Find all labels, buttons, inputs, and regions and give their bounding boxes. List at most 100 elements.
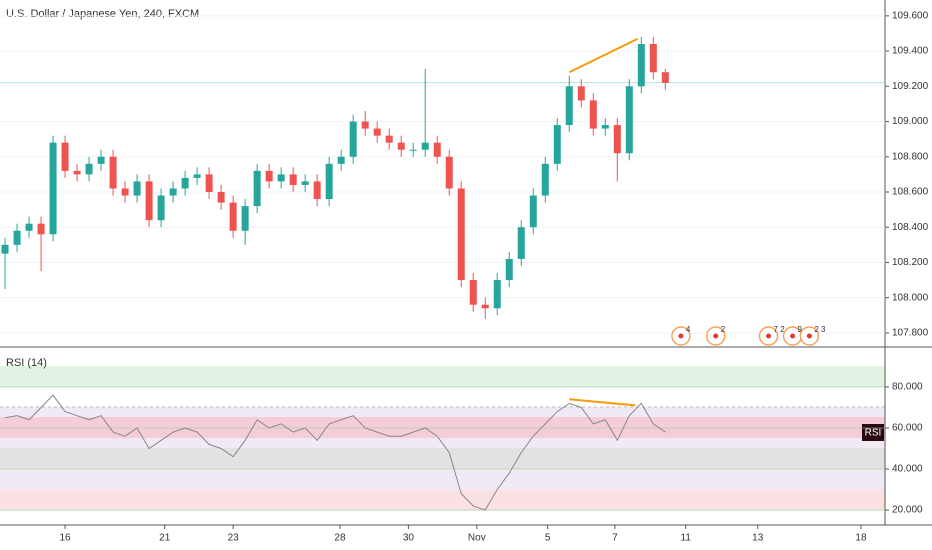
candle-body (529, 195, 537, 228)
candle-body (397, 142, 405, 150)
x-tick-label: 21 (159, 533, 171, 544)
candle-body (637, 44, 645, 87)
event-dot (766, 333, 772, 339)
candle-body (373, 128, 381, 136)
candle-body (493, 280, 501, 309)
rsi-band (0, 417, 885, 438)
rsi-band (0, 490, 885, 510)
candle-body (517, 227, 525, 259)
candle-body (169, 188, 177, 196)
candle-body (133, 181, 141, 196)
candle-body (25, 223, 33, 231)
y-tick-label: 108.000 (892, 292, 929, 303)
candle-body (229, 202, 237, 231)
candle-body (385, 135, 393, 143)
candle-body (121, 188, 129, 196)
x-tick-label: 30 (403, 533, 415, 544)
y-tick-label: 109.400 (892, 46, 929, 57)
rsi-line (4, 394, 666, 511)
candle-body (265, 170, 273, 182)
event-dot (790, 333, 796, 339)
x-tick-label: 16 (60, 533, 72, 544)
candle-body (565, 86, 573, 126)
event-count: 2 3 (814, 325, 826, 334)
candle-body (601, 125, 609, 129)
y-tick-label: 108.600 (892, 187, 929, 198)
candle-body (181, 177, 189, 189)
candle-body (445, 156, 453, 189)
rsi-title: RSI (14) (6, 357, 47, 369)
candle-body (61, 142, 69, 171)
candle-body (649, 44, 657, 73)
event-count: 7 2 (774, 325, 786, 334)
event-dot (678, 333, 684, 339)
trendline (568, 37, 639, 74)
event-dot (806, 333, 812, 339)
candle-body (469, 280, 477, 305)
candle-body (349, 121, 357, 157)
candle-body (457, 188, 465, 281)
candle-body (361, 121, 369, 129)
event-count: 4 (686, 325, 691, 334)
rsi-trendline (569, 398, 636, 407)
event-count: 2 (721, 325, 726, 334)
y-tick-label: 109.600 (892, 10, 929, 21)
y-tick-label: 108.800 (892, 151, 929, 162)
candle-body (613, 125, 621, 154)
rsi-badge: RSI (865, 428, 882, 439)
x-tick-label: Nov (468, 533, 486, 544)
candle-body (85, 163, 93, 175)
event-dot (713, 333, 719, 339)
candle-body (217, 191, 225, 203)
candle-body (241, 206, 249, 231)
x-tick-label: 28 (334, 533, 346, 544)
rsi-tick-label: 20.000 (892, 505, 923, 516)
candle-body (505, 258, 513, 281)
rsi-tick-label: 80.000 (892, 382, 923, 393)
candle-body (97, 156, 105, 164)
candle-body (193, 174, 201, 178)
candle-body (289, 174, 297, 185)
candle-body (49, 142, 57, 235)
y-tick-label: 109.000 (892, 116, 929, 127)
candle-body (421, 142, 429, 150)
candle-body (433, 142, 441, 157)
x-tick-label: 11 (681, 533, 692, 544)
x-tick-label: 5 (545, 533, 551, 544)
candle-body (409, 149, 417, 151)
chart-title: U.S. Dollar / Japanese Yen, 240, FXCM (6, 8, 199, 20)
rsi-tick-label: 40.000 (892, 464, 923, 475)
y-tick-label: 109.200 (892, 81, 929, 92)
candle-body (1, 244, 9, 254)
rsi-band (0, 366, 885, 387)
x-tick-label: 13 (752, 533, 764, 544)
candle-body (481, 304, 489, 309)
candle-body (145, 181, 153, 221)
x-tick-label: 7 (612, 533, 618, 544)
candle-body (205, 174, 213, 192)
candle-body (661, 72, 669, 83)
candle-body (109, 156, 117, 189)
rsi-band (0, 448, 885, 469)
candle-body (589, 100, 597, 129)
candle-body (37, 223, 45, 235)
y-tick-label: 107.800 (892, 328, 929, 339)
y-tick-label: 108.200 (892, 257, 929, 268)
candle-body (13, 230, 21, 245)
candle-body (157, 195, 165, 221)
x-tick-label: 23 (228, 533, 240, 544)
candle-body (553, 125, 561, 164)
candle-body (277, 174, 285, 182)
candle-body (577, 86, 585, 101)
candle-body (625, 86, 633, 154)
candle-body (325, 163, 333, 200)
candle-body (313, 181, 321, 200)
y-tick-label: 108.400 (892, 222, 929, 233)
candle-body (73, 170, 81, 175)
candle-body (337, 156, 345, 164)
x-tick-label: 18 (855, 533, 867, 544)
rsi-tick-label: 60.000 (892, 423, 923, 434)
candle-body (301, 181, 309, 185)
candle-body (253, 170, 261, 207)
